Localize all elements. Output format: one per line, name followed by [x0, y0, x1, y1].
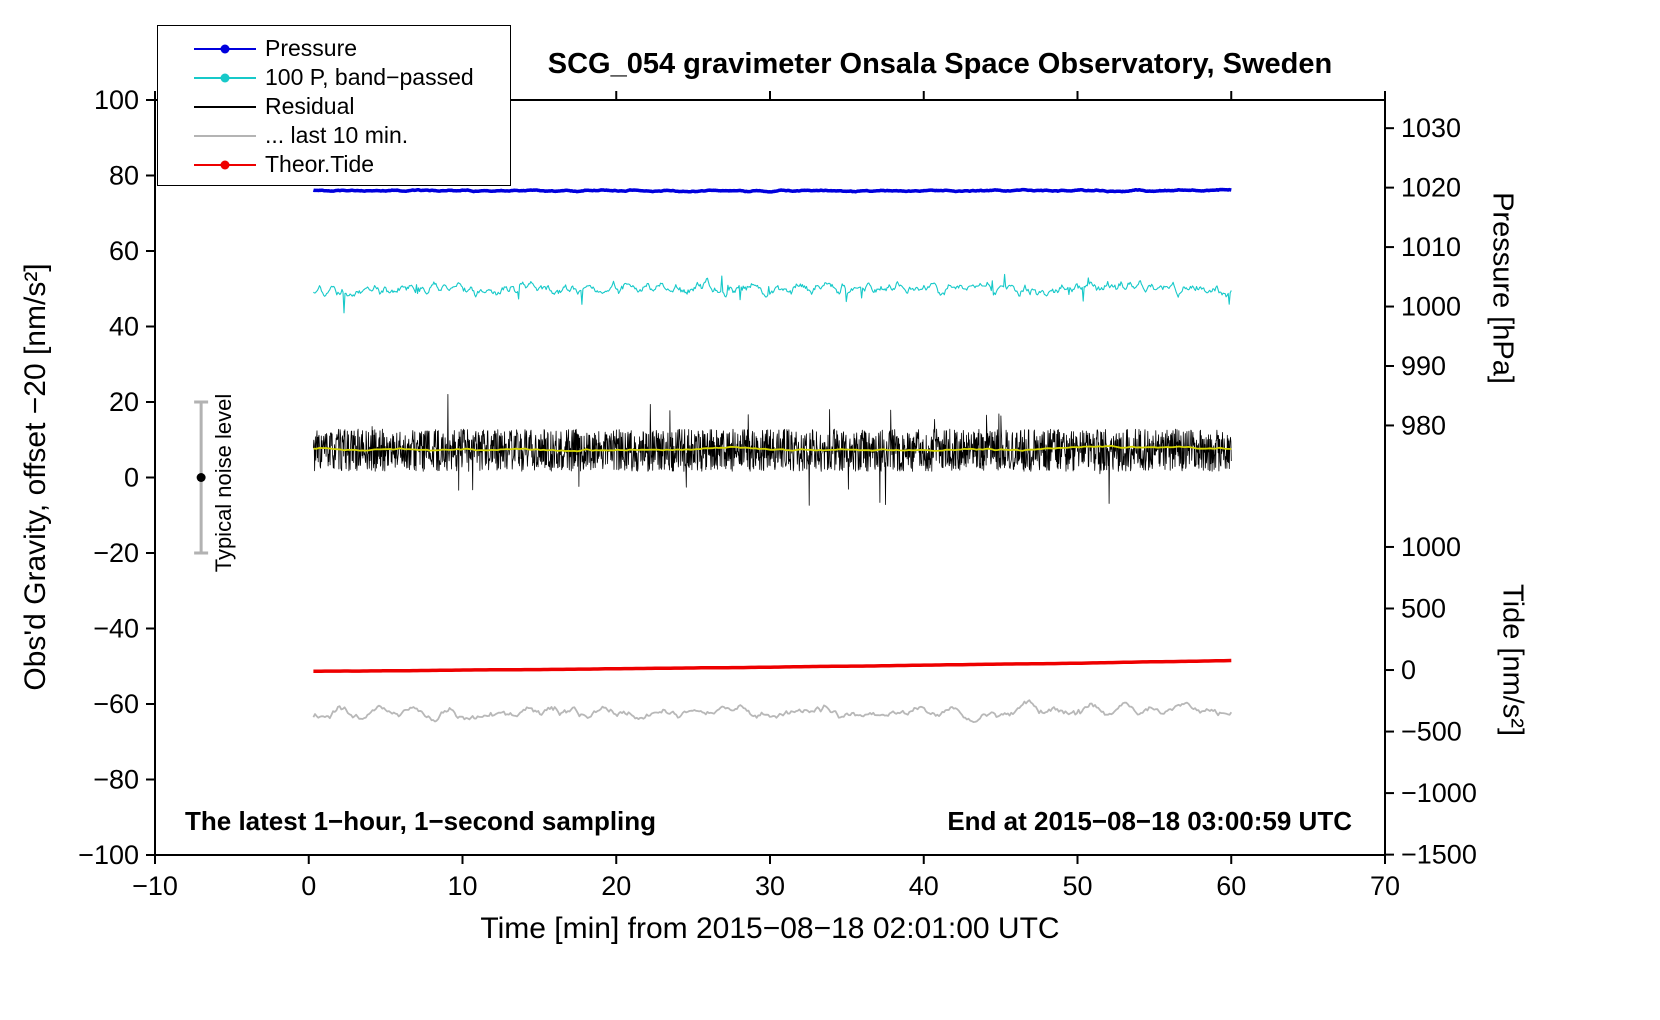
x-tick-label: 30	[755, 871, 785, 901]
y-tick-label: 100	[94, 85, 139, 115]
theortide-line-marker-icon	[194, 155, 256, 175]
tide-tick-label: 500	[1401, 593, 1446, 623]
y-tick-label: 20	[109, 387, 139, 417]
tide-tick-label: −1000	[1401, 778, 1477, 808]
legend-item-theortide: Theor.Tide	[158, 150, 510, 179]
legend-label-residual: Residual	[265, 93, 355, 119]
x-tick-label: 10	[447, 871, 477, 901]
tide-axis-title: Tide [nm/s²]	[1496, 583, 1529, 737]
legend-label-pressure: Pressure	[265, 35, 358, 61]
y-tick-label: 80	[109, 161, 139, 191]
legend-item-pressure: Pressure	[158, 34, 510, 63]
pressure-tick-label: 980	[1401, 410, 1446, 440]
legend-label-theortide: Theor.Tide	[265, 151, 375, 177]
end-time-note: End at 2015−08−18 03:00:59 UTC	[947, 806, 1352, 836]
legend: Pressure 100 P, band−passed Residual ...…	[157, 25, 511, 186]
bandpassed-line-marker-icon	[194, 68, 256, 88]
y-tick-label: −40	[93, 614, 139, 644]
last10min-line-marker-icon	[194, 126, 256, 146]
pressure-tick-label: 1010	[1401, 232, 1461, 262]
pressure-tick-label: 1000	[1401, 292, 1461, 322]
x-axis-title: Time [min] from 2015−08−18 02:01:00 UTC	[480, 912, 1060, 945]
x-tick-label: 40	[909, 871, 939, 901]
tide-tick-label: −500	[1401, 717, 1462, 747]
pressure-line-marker-icon	[194, 39, 256, 59]
y-tick-label: −60	[93, 689, 139, 719]
noise-errorbar-dot	[196, 473, 206, 482]
y-tick-label: 0	[124, 463, 139, 493]
legend-item-last10min: ... last 10 min.	[158, 121, 510, 150]
series-pressure-bandpassed	[313, 273, 1232, 314]
series-theoretical-tide	[313, 658, 1232, 673]
pressure-tick-label: 990	[1401, 351, 1446, 381]
pressure-axis-title: Pressure [hPa]	[1486, 192, 1519, 384]
sampling-note: The latest 1−hour, 1−second sampling	[185, 806, 657, 836]
y-tick-label: 60	[109, 236, 139, 266]
x-tick-label: 20	[601, 871, 631, 901]
x-tick-label: −10	[132, 871, 178, 901]
x-tick-label: 50	[1062, 871, 1092, 901]
residual-line-marker-icon	[194, 97, 256, 117]
series-residual-smoothed	[313, 444, 1232, 453]
tide-tick-label: 1000	[1401, 532, 1461, 562]
page-title: SCG_054 gravimeter Onsala Space Observat…	[547, 48, 1333, 80]
y-tick-label: −100	[78, 840, 139, 870]
x-tick-label: 60	[1216, 871, 1246, 901]
y-tick-label: 40	[109, 312, 139, 342]
x-tick-label: 70	[1370, 871, 1400, 901]
plot-frame	[154, 99, 1386, 856]
series-residual-last10min	[312, 699, 1233, 723]
legend-label-last10min: ... last 10 min.	[265, 122, 409, 148]
tide-tick-label: 0	[1401, 655, 1416, 685]
noise-level-label: Typical noise level	[211, 393, 236, 573]
y-tick-label: −20	[93, 538, 139, 568]
x-tick-label: 0	[301, 871, 316, 901]
series-pressure	[312, 187, 1232, 194]
y-tick-label: −80	[93, 765, 139, 795]
tide-tick-label: −1500	[1401, 840, 1477, 870]
pressure-tick-label: 1020	[1401, 173, 1461, 203]
y-axis-title: Obs'd Gravity, offset −20 [nm/s²]	[19, 263, 52, 691]
legend-item-bandpassed: 100 P, band−passed	[158, 63, 510, 92]
legend-item-residual: Residual	[158, 92, 510, 121]
legend-label-bandpassed: 100 P, band−passed	[265, 64, 474, 90]
pressure-tick-label: 1030	[1401, 113, 1461, 143]
